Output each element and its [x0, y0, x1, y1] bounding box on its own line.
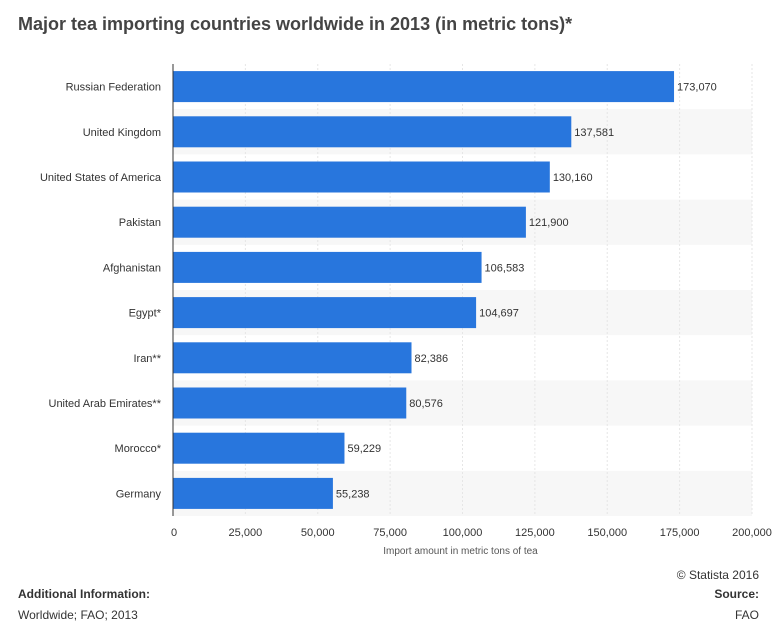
- x-tick-label: 0: [171, 527, 177, 539]
- data-label: 106,583: [485, 262, 525, 274]
- value-labels: 173,070 137,581 130,160 121,900 106,583 104,6…: [336, 82, 717, 501]
- chart-title: Major tea importing countries worldwide …: [18, 14, 573, 34]
- bar[interactable]: [173, 206, 526, 238]
- category-label: Afghanistan: [103, 262, 161, 274]
- category-label: Iran**: [133, 353, 161, 365]
- data-label: 80,576: [409, 398, 443, 410]
- additional-info-text: Worldwide; FAO; 2013: [18, 608, 138, 622]
- bar[interactable]: [173, 116, 572, 148]
- bar[interactable]: [173, 251, 482, 283]
- bar[interactable]: [173, 342, 412, 374]
- bar[interactable]: [173, 387, 407, 419]
- data-label: 55,238: [336, 488, 370, 500]
- x-tick-label: 175,000: [660, 527, 700, 539]
- data-label: 59,229: [347, 443, 381, 455]
- category-label: United Arab Emirates**: [49, 398, 162, 410]
- data-label: 173,070: [677, 82, 717, 94]
- category-label: Russian Federation: [66, 82, 161, 94]
- x-tick-label: 100,000: [443, 527, 483, 539]
- copyright-text: © Statista 2016: [676, 568, 759, 582]
- x-tick-label: 200,000: [732, 527, 772, 539]
- bars: [173, 71, 675, 509]
- bar[interactable]: [173, 432, 345, 464]
- bar[interactable]: [173, 161, 550, 193]
- category-label: Morocco*: [115, 443, 162, 455]
- category-labels: Russian Federation United Kingdom United S…: [40, 82, 162, 501]
- data-label: 121,900: [529, 217, 569, 229]
- category-label: Egypt*: [129, 308, 162, 320]
- bar[interactable]: [173, 297, 477, 329]
- bar[interactable]: [173, 71, 675, 103]
- x-tick-label: 125,000: [515, 527, 555, 539]
- category-label: Pakistan: [119, 217, 161, 229]
- x-tick-label: 75,000: [373, 527, 407, 539]
- x-tick-label: 25,000: [229, 527, 263, 539]
- source-heading: Source:: [714, 587, 759, 601]
- source-text: FAO: [734, 608, 759, 622]
- grid-lines: [244, 64, 753, 516]
- data-label: 137,581: [574, 127, 614, 139]
- x-tick-label: 150,000: [587, 527, 627, 539]
- x-axis-title: Import amount in metric tons of tea: [383, 546, 538, 557]
- category-label: United Kingdom: [83, 127, 161, 139]
- x-axis-ticks: 0 25,000 50,000 75,000 100,000 125,000 150,000…: [171, 527, 772, 539]
- bar[interactable]: [173, 477, 333, 509]
- data-label: 104,697: [479, 308, 519, 320]
- data-label: 130,160: [553, 172, 593, 184]
- x-tick-label: 50,000: [301, 527, 335, 539]
- additional-info-heading: Additional Information:: [18, 587, 150, 601]
- category-label: United States of America: [40, 172, 162, 184]
- data-label: 82,386: [415, 353, 449, 365]
- category-label: Germany: [116, 488, 162, 500]
